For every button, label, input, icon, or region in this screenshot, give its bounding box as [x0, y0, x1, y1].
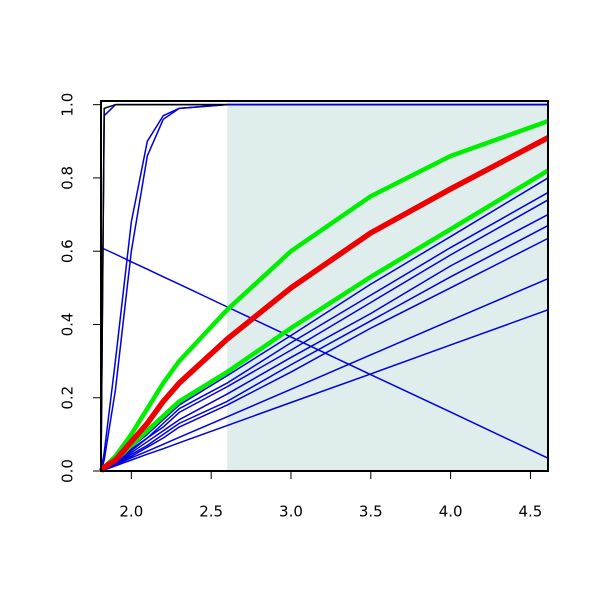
y-tick-label: 0.0 — [59, 459, 77, 483]
x-tick-label: 2.0 — [119, 503, 143, 521]
y-tick-label: 1.0 — [59, 93, 77, 117]
series-line — [100, 246, 549, 459]
x-tick-label: 3.5 — [359, 503, 383, 521]
plot-frame — [100, 100, 549, 472]
series-line — [100, 103, 228, 472]
x-tick-label: 4.0 — [439, 503, 463, 521]
y-tick-label: 0.2 — [59, 386, 77, 410]
y-tick-label: 0.6 — [59, 239, 77, 263]
series-line — [100, 309, 549, 472]
x-tick-label: 4.5 — [519, 503, 543, 521]
x-tick-label: 2.5 — [199, 503, 223, 521]
series-line — [98, 135, 550, 473]
y-tick-label: 0.4 — [59, 313, 77, 337]
y-tick-label: 0.8 — [59, 166, 77, 190]
x-tick-label: 3.0 — [279, 503, 303, 521]
series-line — [100, 277, 549, 472]
